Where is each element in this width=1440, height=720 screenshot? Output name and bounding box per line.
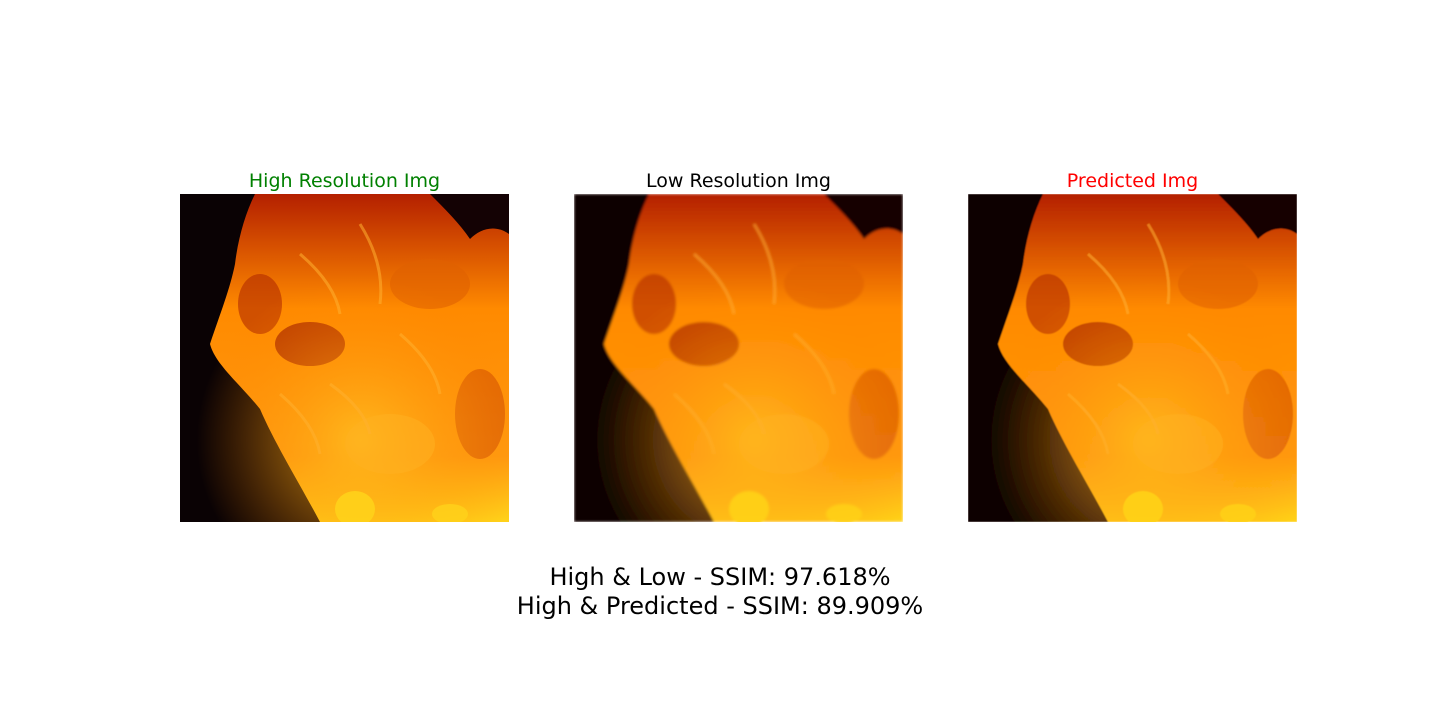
low-resolution-title: Low Resolution Img	[646, 170, 831, 192]
high-resolution-image	[180, 194, 509, 522]
high-resolution-panel: High Resolution Img	[180, 168, 509, 522]
predicted-image	[968, 194, 1297, 522]
ssim-metrics: High & Low - SSIM: 97.618% High & Predic…	[0, 563, 1440, 621]
predicted-title: Predicted Img	[1066, 170, 1199, 192]
low-resolution-panel: Low Resolution Img	[574, 168, 903, 522]
ssim-high-low: High & Low - SSIM: 97.618%	[549, 563, 891, 591]
predicted-panel: Predicted Img	[968, 168, 1297, 522]
low-resolution-image	[574, 194, 903, 522]
ssim-high-predicted: High & Predicted - SSIM: 89.909%	[516, 592, 924, 620]
high-resolution-title: High Resolution Img	[248, 170, 441, 192]
